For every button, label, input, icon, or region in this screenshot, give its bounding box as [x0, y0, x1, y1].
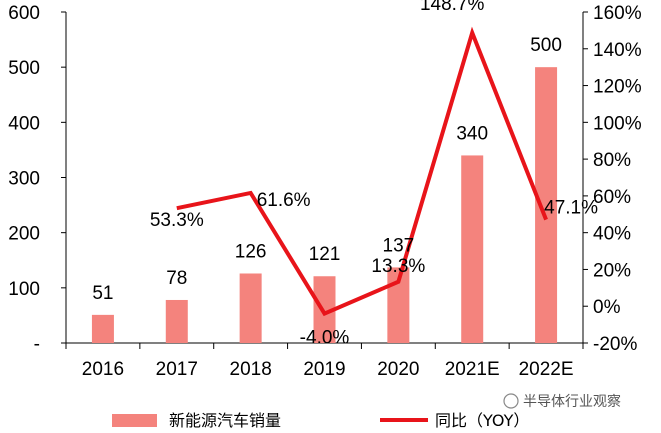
bar [239, 273, 262, 343]
bar [387, 267, 410, 343]
y-right-tick-label: 40% [593, 224, 631, 245]
chart-axes: - 100 200 300 400 500 600 -20% 0% 20% 40% 60% 80% 100… [8, 3, 641, 380]
y-right-tick-label: 80% [593, 150, 631, 171]
x-tick-label: 2017 [156, 359, 198, 380]
y-right-tick-label: -20% [593, 334, 637, 355]
bar-value-label: 500 [530, 35, 562, 56]
y-left-tick-label: 500 [8, 58, 40, 79]
yoy-value-label: 13.3% [371, 256, 425, 277]
bar-value-label: 51 [92, 283, 113, 304]
bar [313, 276, 336, 343]
yoy-value-label: 47.1% [544, 198, 598, 219]
legend-bar-label: 新能源汽车销量 [169, 411, 281, 430]
y-right-tick-label: 20% [593, 260, 631, 281]
bar-value-label: 121 [309, 244, 341, 265]
y-right-tick-label: 120% [593, 77, 642, 98]
y-right-tick-label: 0% [593, 297, 621, 318]
y-left-tick-label: - [34, 334, 40, 355]
yoy-line [176, 26, 548, 317]
yoy-value-label: -4.0% [300, 328, 350, 349]
data-labels: 51 78 126 121 137 340 500 53.3% 61.6% -4.0% 13.3% 1… [92, 0, 598, 349]
line-series [176, 26, 548, 317]
y-left-tick-label: 200 [8, 224, 40, 245]
watermark-text: 半导体行业观察 [523, 393, 621, 410]
legend-bar-swatch [112, 414, 157, 427]
y-left-tick-label: 300 [8, 169, 40, 190]
bar-value-label: 340 [456, 123, 488, 144]
x-tick-label: 2016 [82, 359, 124, 380]
x-tick-label: 2021E [445, 359, 500, 380]
bar-value-label: 126 [235, 241, 267, 262]
bar [91, 314, 114, 343]
bar-series [91, 67, 558, 344]
x-tick-label: 2020 [377, 359, 419, 380]
y-right-tick-label: 160% [593, 3, 642, 24]
legend: 新能源汽车销量 同比（YOY） [112, 411, 529, 430]
yoy-value-label: 61.6% [257, 190, 311, 211]
legend-line-label: 同比（YOY） [435, 411, 529, 430]
x-tick-label: 2022E [519, 359, 574, 380]
y-right-tick-label: 100% [593, 113, 642, 134]
watermark: 半导体行业观察 [503, 393, 621, 410]
y-left-tick-label: 400 [8, 113, 40, 134]
x-tick-label: 2019 [303, 359, 345, 380]
wechat-icon [503, 393, 519, 409]
y-left-tick-label: 600 [8, 3, 40, 24]
bar-value-label: 137 [383, 235, 415, 256]
bar [165, 299, 188, 343]
bar [535, 67, 558, 344]
yoy-value-label: 53.3% [150, 210, 204, 231]
bar [461, 155, 484, 343]
x-tick-label: 2018 [230, 359, 272, 380]
y-left-tick-label: 100 [8, 279, 40, 300]
y-right-tick-label: 60% [593, 187, 631, 208]
yoy-value-label: 148.7% [420, 0, 485, 15]
y-right-tick-label: 140% [593, 40, 642, 61]
bar-value-label: 78 [166, 268, 187, 289]
